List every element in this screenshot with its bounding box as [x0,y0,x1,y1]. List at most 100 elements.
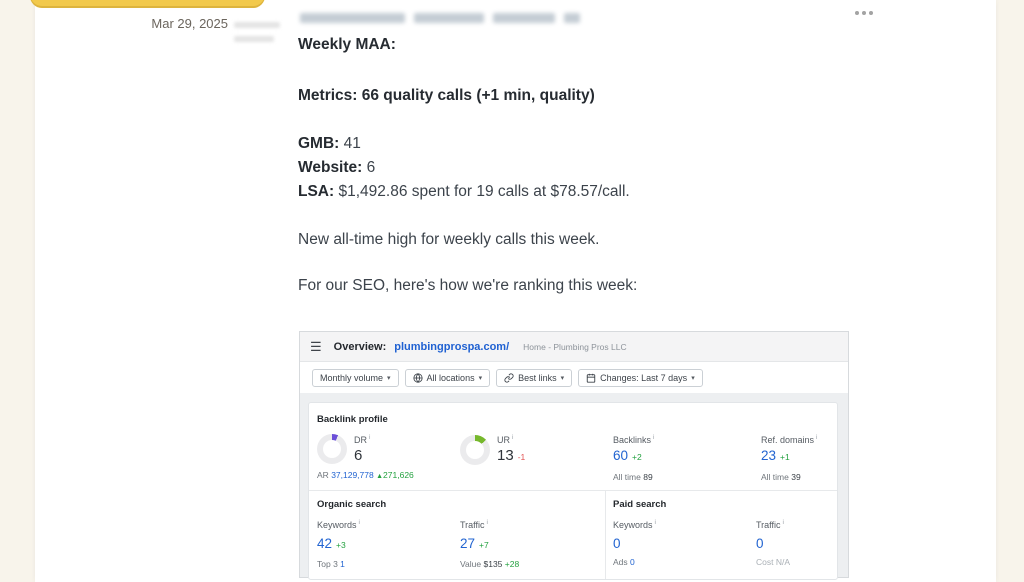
info-icon[interactable]: i [653,434,655,441]
info-icon[interactable]: i [782,519,784,526]
dot-icon [862,11,866,15]
metric-value: 13 [497,447,514,464]
metric-organic-keywords: Keywords i 42 +3 Top 3 1 [317,517,460,569]
paid-search-section: Paid search Keywords i 0 Ads 0 Traffic i 0 [605,491,837,579]
dropdown-label: Best links [518,372,557,383]
redacted-text [234,22,280,28]
metric-paid-keywords: Keywords i 0 Ads 0 [613,517,756,567]
info-icon[interactable]: i [816,434,818,441]
seo-dashboard-screenshot: ☰ Overview: plumbingprospa.com/ Home - P… [299,331,849,580]
redacted-text [493,13,555,23]
chevron-down-icon: ▾ [387,374,391,382]
backlink-metrics-row: DR i 6 AR 37,129,778 ▲271,626 [317,432,829,482]
metric-organic-traffic: Traffic i 27 +7 Value $135 +28 [460,517,605,569]
metric-label: Traffic [756,520,781,530]
chevron-down-icon: ▾ [691,374,695,382]
metric-value[interactable]: 60 [613,448,629,463]
info-icon[interactable]: i [512,434,514,441]
ar-label: AR [317,470,329,480]
metric-delta: +7 [479,540,489,550]
redacted-text [414,13,484,23]
stat-row-lsa: LSA: $1,492.86 spent for 19 calls at $78… [298,180,898,204]
backlink-profile-section: Backlink profile DR i 6 [309,403,837,490]
metric-label: Backlinks [613,435,652,445]
stat-value: $1,492.86 spent for 19 calls at $78.57/c… [334,183,630,200]
calendar-icon [586,373,596,383]
cost-line: Cost N/A [756,557,791,567]
chevron-down-icon: ▾ [478,374,483,382]
more-options-button[interactable] [855,11,873,15]
metric-delta: +1 [780,452,790,462]
dot-icon [869,11,873,15]
ads-line: Ads 0 [613,557,635,567]
stat-label: Website: [298,159,363,176]
info-icon[interactable]: i [486,519,488,526]
post-body: Weekly MAA: Metrics: 66 quality calls (+… [298,33,898,298]
stat-label: LSA: [298,183,335,200]
stats-block: GMB: 41 Website: 6 LSA: $1,492.86 spent … [298,132,898,204]
metric-value[interactable]: 0 [613,536,621,551]
metrics-card: Backlink profile DR i 6 [308,402,838,580]
metric-label: Keywords [613,520,653,530]
metrics-line: Metrics: 66 quality calls (+1 min, quali… [298,87,595,104]
changes-period-dropdown[interactable]: Changes: Last 7 days ▾ [578,368,703,387]
section-heading: Backlink profile [317,414,388,425]
redacted-text [300,13,405,23]
section-heading: Paid search [613,499,667,510]
info-icon[interactable]: i [654,519,656,526]
info-icon[interactable]: i [358,519,360,526]
post-date: Mar 29, 2025 [151,16,228,31]
stat-value: 41 [339,135,361,152]
dropdown-label: Monthly volume [320,372,384,383]
stat-value: 6 [362,159,376,176]
ahrefs-rank-line: AR 37,129,778 ▲271,626 [317,470,460,480]
metric-label: Traffic [460,520,485,530]
dashboard-toolbar: Monthly volume ▾ All locations ▾ Best li… [300,362,848,393]
dr-donut-gauge [317,433,347,464]
best-links-dropdown[interactable]: Best links ▾ [496,368,573,387]
stat-row-gmb: GMB: 41 [298,132,898,156]
search-metrics-section: Organic search Keywords i 42 +3 Top 3 1 Tr… [309,490,837,579]
locations-dropdown[interactable]: All locations ▾ [404,368,491,387]
all-time-line: All time 39 [761,472,801,482]
value-line: Value $135 +28 [460,559,520,569]
ar-rank[interactable]: 37,129,778 [331,470,374,480]
metric-ref-domains: Ref. domains i 23 +1 All time 39 [761,432,829,482]
highlight-pill [30,0,265,8]
post-title: Weekly MAA: [298,36,396,53]
metric-paid-traffic: Traffic i 0 Cost N/A [756,517,837,567]
domain-link[interactable]: plumbingprospa.com/ [394,340,510,353]
note-all-time-high: New all-time high for weekly calls this … [298,231,600,248]
metric-delta: -1 [517,452,526,462]
post-card: Mar 29, 2025 Weekly MAA: Metrics: 66 qua… [30,0,996,582]
page-title-label: Home - Plumbing Pros LLC [523,341,627,352]
metric-value[interactable]: 0 [756,536,764,551]
metric-label: UR [497,435,510,445]
hamburger-menu-icon[interactable]: ☰ [310,339,322,354]
up-triangle-icon: ▲ [376,473,384,480]
top3-line: Top 3 1 [317,559,345,569]
metric-value[interactable]: 23 [761,448,777,463]
overview-label: Overview: [333,340,387,353]
metric-value[interactable]: 27 [460,536,476,551]
redacted-text [234,36,274,42]
organic-search-section: Organic search Keywords i 42 +3 Top 3 1 Tr… [309,491,605,579]
metric-backlinks: Backlinks i 60 +2 All time 89 [613,432,761,482]
metric-dr: DR i 6 AR 37,129,778 ▲271,626 [317,432,460,480]
link-icon [504,372,514,383]
section-heading: Organic search [317,499,387,510]
dropdown-label: Changes: Last 7 days [600,372,688,383]
info-icon[interactable]: i [369,434,371,441]
stat-label: GMB: [298,135,340,152]
monthly-volume-dropdown[interactable]: Monthly volume ▾ [312,368,399,387]
dashboard-header: ☰ Overview: plumbingprospa.com/ Home - P… [300,332,848,362]
all-time-line: All time 89 [613,472,653,482]
note-seo-intro: For our SEO, here's how we're ranking th… [298,277,638,294]
metric-ur: UR i 13 -1 [460,432,613,467]
dropdown-label: All locations [426,372,475,383]
ar-delta: 271,626 [383,470,414,480]
redacted-text [564,13,580,23]
metric-delta: +2 [632,452,642,462]
metric-value[interactable]: 42 [317,536,333,551]
metric-label: DR [354,435,367,445]
